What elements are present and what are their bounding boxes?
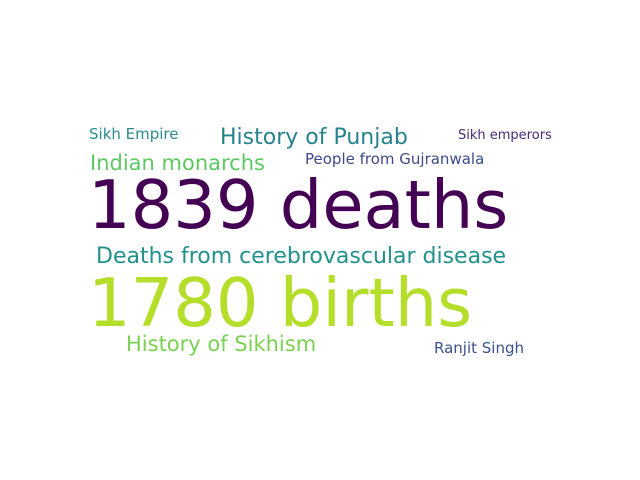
word-ranjit-singh: Ranjit Singh — [434, 339, 524, 357]
word-sikh-empire: Sikh Empire — [89, 125, 179, 143]
word-history-of-sikhism: History of Sikhism — [126, 332, 317, 356]
word-people-from-gujranwala: People from Gujranwala — [305, 150, 485, 168]
word-1839-deaths: 1839 deaths — [88, 166, 509, 244]
word-history-of-punjab: History of Punjab — [220, 125, 408, 150]
word-deaths-from-cerebrovascular-disease: Deaths from cerebrovascular disease — [96, 244, 507, 269]
word-sikh-emperors: Sikh emperors — [458, 128, 552, 143]
word-1780-births: 1780 births — [88, 264, 473, 342]
word-indian-monarchs: Indian monarchs — [90, 151, 265, 175]
